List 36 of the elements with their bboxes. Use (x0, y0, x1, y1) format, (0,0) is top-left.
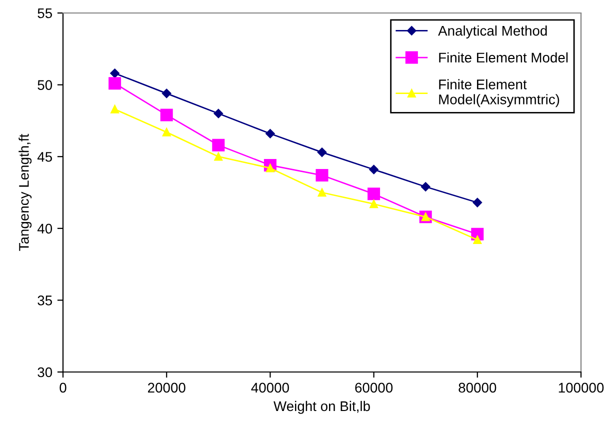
x-tick-label: 0 (60, 382, 66, 393)
point (317, 148, 327, 157)
point (110, 68, 120, 78)
point (368, 188, 380, 200)
y-tick-label: 30 (38, 367, 52, 378)
point (316, 169, 328, 182)
y-tick-label: 40 (37, 224, 52, 234)
x-tick-label: 80000 (458, 382, 496, 393)
point (160, 108, 173, 122)
legend-label: Analytical Method (438, 26, 547, 38)
y-tick-label: 45 (37, 152, 52, 162)
y-tick-label: 55 (38, 8, 52, 18)
x-tick-label: 20000 (148, 382, 186, 393)
point (162, 88, 172, 98)
point (214, 152, 223, 161)
point (214, 108, 224, 118)
x-tick-label: 100000 (558, 382, 604, 393)
legend-label: Finite Element Model (439, 52, 568, 63)
point (472, 198, 482, 208)
point (108, 77, 122, 90)
y-tick-label: 35 (38, 296, 52, 306)
point (266, 129, 275, 138)
point (162, 128, 171, 136)
y-axis-title: Tangency Length,ft (18, 134, 32, 251)
point (473, 236, 482, 244)
point (110, 105, 119, 114)
x-tick-label: 60000 (355, 382, 393, 393)
point (212, 138, 225, 152)
y-tick-label: 50 (38, 80, 52, 90)
x-axis-title: Weight on Bit,lb (274, 400, 370, 414)
legend-label: Finite Element Model(Axisymmtric) (439, 79, 560, 108)
x-tick-label: 40000 (251, 382, 289, 393)
point (369, 164, 378, 174)
point (370, 200, 378, 208)
point (318, 188, 326, 197)
point (420, 182, 430, 192)
